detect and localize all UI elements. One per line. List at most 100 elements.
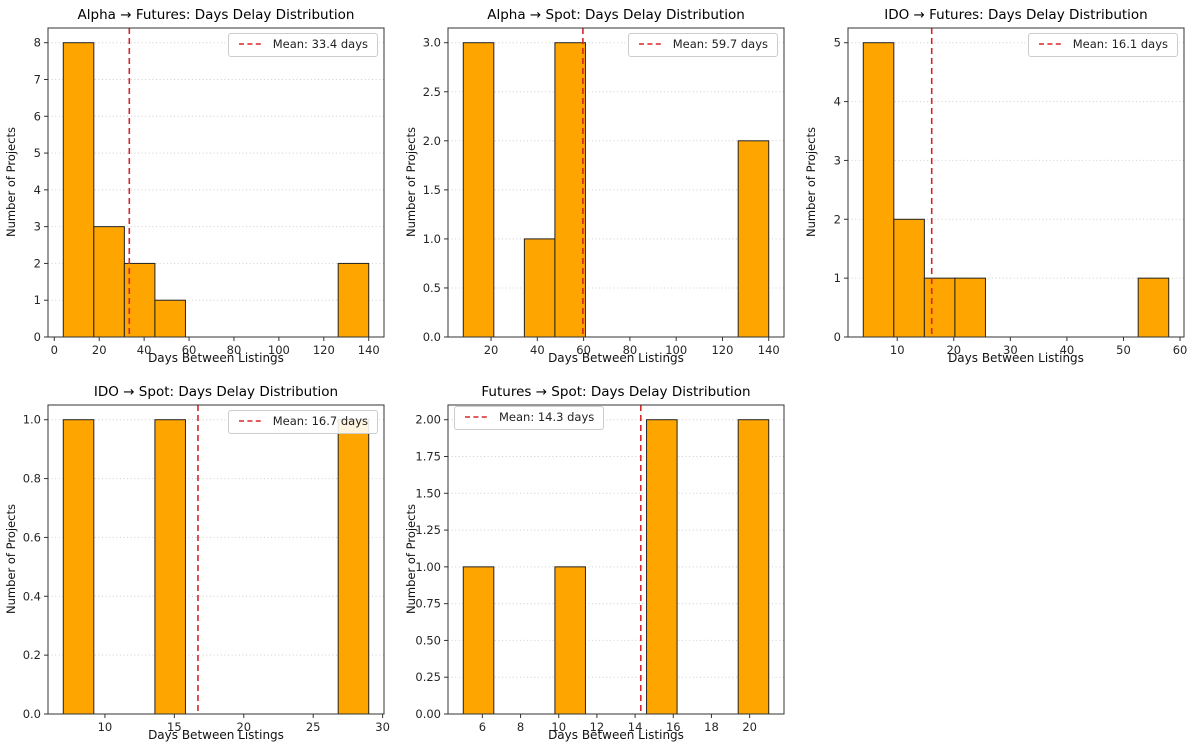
- y-axis-label: Number of Projects: [4, 127, 18, 237]
- svg-text:0.8: 0.8: [23, 472, 41, 486]
- legend: Mean: 14.3 days: [454, 406, 605, 430]
- svg-text:20: 20: [484, 343, 499, 357]
- svg-text:18: 18: [704, 720, 719, 734]
- svg-text:5: 5: [834, 36, 841, 50]
- chart-title: Alpha → Spot: Days Delay Distribution: [487, 7, 745, 23]
- svg-text:2: 2: [34, 256, 41, 270]
- svg-text:16: 16: [666, 720, 681, 734]
- svg-text:0.75: 0.75: [415, 597, 441, 611]
- legend-label: Mean: 33.4 days: [272, 37, 368, 51]
- svg-text:1.0: 1.0: [23, 413, 41, 427]
- plot-area: 6 8 10 12 14 16 18 20 0.00 0.25 0.50 0.75 1.00 1.25 1.…: [415, 404, 785, 734]
- svg-text:0.0: 0.0: [423, 330, 441, 344]
- svg-text:1.50: 1.50: [415, 486, 441, 500]
- svg-text:5: 5: [34, 146, 41, 160]
- plot-area: 20 40 60 80 100 120 140 0.0 0.5 1.0 1.5 2.0 2.5 3.0: [423, 27, 785, 357]
- svg-text:0.25: 0.25: [415, 670, 441, 684]
- panel-ido-spot: 10 15 20 25 30 0.0 0.2 0.4 0.6 0.8 1.0 IDO → Spot:…: [0, 377, 400, 754]
- svg-text:1.75: 1.75: [415, 450, 441, 464]
- svg-text:50: 50: [1116, 343, 1131, 357]
- svg-text:0: 0: [51, 343, 58, 357]
- mean-dash-icon: [238, 420, 264, 423]
- svg-text:0: 0: [34, 330, 41, 344]
- chart-title: Futures → Spot: Days Delay Distribution: [481, 384, 751, 400]
- panel-ido-futures: 10 20 30 40 50 60 0 1 2 3 4 5 IDO → Futures: Days D…: [800, 0, 1200, 377]
- svg-text:4: 4: [834, 95, 841, 109]
- svg-text:60: 60: [576, 343, 591, 357]
- svg-text:100: 100: [665, 343, 687, 357]
- svg-text:2.0: 2.0: [423, 134, 441, 148]
- legend: Mean: 16.7 days: [227, 410, 378, 434]
- svg-text:30: 30: [375, 720, 390, 734]
- svg-text:2.5: 2.5: [423, 85, 441, 99]
- svg-text:6: 6: [34, 109, 41, 123]
- svg-text:6: 6: [479, 720, 486, 734]
- y-axis-label: Number of Projects: [404, 504, 418, 614]
- svg-text:20: 20: [92, 343, 107, 357]
- svg-text:20: 20: [742, 720, 757, 734]
- svg-text:15: 15: [167, 720, 182, 734]
- svg-text:1.25: 1.25: [415, 523, 441, 537]
- svg-text:0.6: 0.6: [23, 530, 41, 544]
- svg-text:40: 40: [530, 343, 545, 357]
- chart-title: IDO → Spot: Days Delay Distribution: [93, 384, 339, 400]
- svg-text:0.4: 0.4: [23, 589, 41, 603]
- plot-area: 10 15 20 25 30 0.0 0.2 0.4 0.6 0.8 1.0: [23, 404, 390, 734]
- mean-dash-icon: [638, 43, 664, 46]
- panel-alpha-spot: 20 40 60 80 100 120 140 0.0 0.5 1.0 1.5 2.0 2.5 3.0 A…: [400, 0, 800, 377]
- svg-text:120: 120: [711, 343, 733, 357]
- svg-text:60: 60: [182, 343, 197, 357]
- svg-text:1.0: 1.0: [423, 232, 441, 246]
- svg-text:2.00: 2.00: [415, 413, 441, 427]
- svg-text:80: 80: [623, 343, 638, 357]
- legend: Mean: 33.4 days: [227, 33, 378, 57]
- y-axis-label: Number of Projects: [4, 504, 18, 614]
- legend-label: Mean: 14.3 days: [499, 410, 595, 424]
- x-axis-label: Days Between Listings: [548, 728, 684, 742]
- svg-text:20: 20: [946, 343, 961, 357]
- panel-alpha-futures: 0 20 40 60 80 100 120 140 0 1 2 3 4 5 6 7 8 Alpha → Futu…: [0, 0, 400, 377]
- chart-title: IDO → Futures: Days Delay Distribution: [884, 7, 1148, 23]
- legend: Mean: 59.7 days: [627, 33, 778, 57]
- y-axis-label: Number of Projects: [404, 127, 418, 237]
- svg-text:10: 10: [98, 720, 113, 734]
- svg-text:1.00: 1.00: [415, 560, 441, 574]
- svg-text:3: 3: [34, 220, 41, 234]
- svg-text:60: 60: [1173, 343, 1188, 357]
- legend-label: Mean: 59.7 days: [672, 37, 768, 51]
- mean-dash-icon: [1038, 43, 1064, 46]
- svg-text:0: 0: [834, 330, 841, 344]
- svg-text:40: 40: [1060, 343, 1075, 357]
- svg-text:140: 140: [358, 343, 380, 357]
- legend-label: Mean: 16.7 days: [272, 414, 368, 428]
- svg-text:1: 1: [34, 293, 41, 307]
- svg-text:3: 3: [834, 153, 841, 167]
- svg-text:1: 1: [834, 271, 841, 285]
- svg-text:25: 25: [306, 720, 321, 734]
- svg-text:7: 7: [34, 73, 41, 87]
- svg-text:0.5: 0.5: [423, 281, 441, 295]
- svg-text:0.0: 0.0: [23, 707, 41, 721]
- y-axis-label: Number of Projects: [804, 127, 818, 237]
- svg-text:40: 40: [137, 343, 152, 357]
- x-axis-label: Days Between Listings: [948, 351, 1084, 365]
- svg-text:100: 100: [268, 343, 290, 357]
- empty-panel: [800, 377, 1200, 754]
- svg-text:8: 8: [517, 720, 524, 734]
- mean-dash-icon: [238, 43, 264, 46]
- svg-text:0.2: 0.2: [23, 648, 41, 662]
- svg-text:1.5: 1.5: [423, 183, 441, 197]
- svg-text:140: 140: [758, 343, 780, 357]
- x-axis-label: Days Between Listings: [148, 728, 284, 742]
- svg-text:3.0: 3.0: [423, 36, 441, 50]
- plot-area: 0 20 40 60 80 100 120 140 0 1 2 3 4 5 6 7 8: [34, 27, 385, 357]
- plot-area: 10 20 30 40 50 60 0 1 2 3 4 5: [834, 27, 1188, 357]
- mean-dash-icon: [465, 416, 490, 419]
- x-axis-label: Days Between Listings: [148, 351, 284, 365]
- svg-text:8: 8: [34, 36, 41, 50]
- svg-text:30: 30: [1003, 343, 1018, 357]
- svg-text:14: 14: [628, 720, 643, 734]
- svg-text:2: 2: [834, 212, 841, 226]
- svg-text:0.50: 0.50: [415, 633, 441, 647]
